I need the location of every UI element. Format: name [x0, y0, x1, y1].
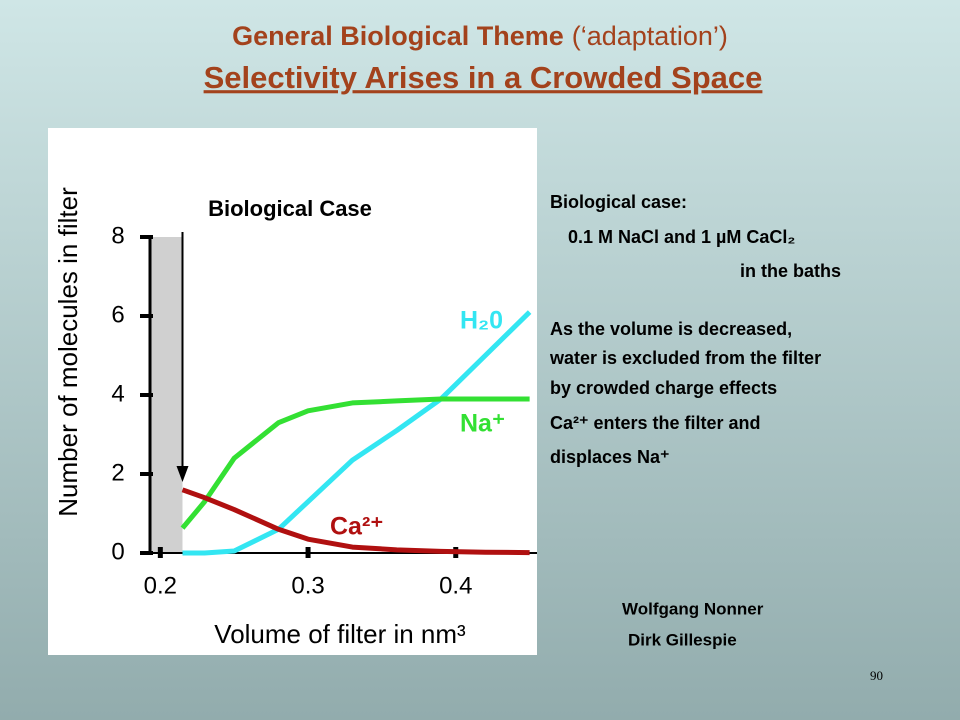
y-tick-label: 4: [111, 380, 124, 407]
note-line: displaces Na⁺: [550, 447, 670, 467]
author: Dirk Gillespie: [628, 630, 737, 649]
chart: 0 2 4 6 8 0.2 0.3 0.4 Volume of filter in nm³ Num…: [53, 187, 537, 649]
y-tick-label: 6: [111, 301, 124, 328]
series-line: [181, 487, 530, 556]
note-line: Ca²⁺ enters the filter and: [550, 413, 761, 433]
notes: Biological case: 0.1 M NaCl and 1 µM CaCl…: [549, 192, 841, 467]
y-tick-label: 2: [111, 459, 124, 486]
x-tick-label: 0.3: [291, 572, 324, 599]
arrow-head: [176, 466, 189, 482]
series-label: Na⁺: [460, 410, 505, 438]
x-tick-label: 0.2: [144, 572, 177, 599]
y-tick-label: 8: [111, 222, 124, 249]
series-line: [180, 396, 530, 530]
note-line: water is excluded from the filter: [549, 348, 821, 368]
title-bold: General Biological Theme: [232, 21, 564, 51]
chart-panel: [48, 128, 537, 655]
series-label: Ca²⁺: [330, 513, 383, 541]
annotation: Biological Case: [208, 196, 372, 221]
slide-subtitle: Selectivity Arises in a Crowded Space: [204, 60, 763, 95]
series-line: [182, 310, 532, 556]
note-line: by crowded charge effects: [550, 378, 777, 398]
page-number: 90: [870, 668, 883, 683]
y-tick-label: 0: [111, 538, 124, 565]
note-line: As the volume is decreased,: [550, 319, 792, 339]
note-line: 0.1 M NaCl and 1 µM CaCl₂: [568, 227, 795, 247]
title-note: (‘adaptation’): [572, 21, 728, 51]
y-axis-label: Number of molecules in filter: [53, 187, 83, 517]
note-line: Biological case:: [550, 192, 687, 212]
x-tick-label: 0.4: [439, 572, 472, 599]
x-axis-label: Volume of filter in nm³: [214, 619, 466, 649]
series-label: H₂0: [460, 307, 503, 335]
author: Wolfgang Nonner: [622, 599, 764, 618]
slide-title: General Biological Theme (‘adaptation’): [232, 21, 728, 51]
excluded-region: [150, 237, 183, 553]
note-line: in the baths: [740, 261, 841, 281]
